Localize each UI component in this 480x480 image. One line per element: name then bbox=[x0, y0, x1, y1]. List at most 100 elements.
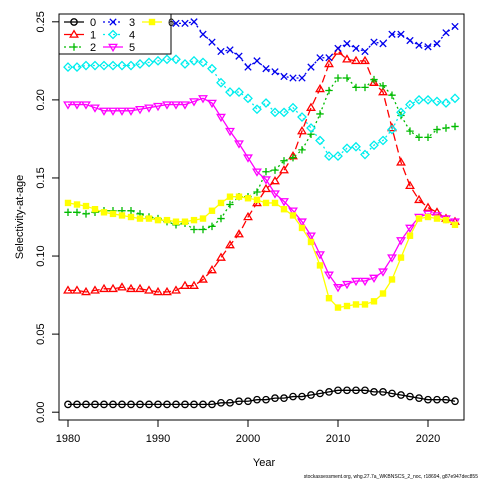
series-5-point bbox=[63, 101, 73, 110]
x-tick-label: 2000 bbox=[236, 433, 260, 445]
series-2-point bbox=[361, 83, 369, 92]
series-5-point bbox=[216, 113, 226, 123]
legend-item-0: 0 bbox=[64, 17, 96, 29]
series-6-point bbox=[172, 218, 180, 225]
series-0-point bbox=[298, 392, 306, 401]
legend-label: 4 bbox=[129, 30, 135, 42]
series-4-point bbox=[162, 54, 172, 65]
series-5-point bbox=[144, 104, 154, 113]
series-5-point bbox=[90, 104, 100, 113]
series-layer bbox=[63, 14, 460, 409]
series-4-point bbox=[126, 60, 136, 71]
x-axis-title: Year bbox=[253, 457, 276, 469]
series-2-point bbox=[190, 225, 198, 234]
legend-label: 5 bbox=[129, 42, 135, 54]
series-0-point bbox=[253, 395, 261, 404]
series-5-point bbox=[72, 101, 82, 110]
series-1-point bbox=[234, 229, 244, 238]
series-1-point bbox=[162, 286, 172, 296]
series-0-point bbox=[451, 397, 459, 406]
series-5-point bbox=[351, 277, 361, 287]
series-5-point bbox=[288, 207, 298, 216]
series-6-point bbox=[244, 195, 252, 202]
series-0-point bbox=[379, 388, 387, 396]
series-6-point bbox=[415, 215, 423, 222]
series-5-point bbox=[324, 271, 334, 280]
series-0-point bbox=[352, 386, 360, 395]
series-2-point bbox=[316, 110, 324, 118]
series-6-point bbox=[406, 232, 414, 239]
series-3-point bbox=[451, 22, 459, 31]
series-1-point bbox=[153, 286, 163, 296]
series-0-point bbox=[226, 398, 234, 407]
series-4-point bbox=[252, 104, 262, 115]
series-4-point bbox=[180, 59, 190, 69]
series-4-point bbox=[81, 60, 91, 71]
series-0-point bbox=[100, 400, 108, 409]
x-tick-label: 2020 bbox=[416, 433, 440, 445]
series-1-point bbox=[99, 283, 109, 293]
series-6-point bbox=[145, 215, 153, 222]
series-4-point bbox=[189, 55, 199, 66]
series-1-point bbox=[360, 55, 370, 65]
series-1-point bbox=[369, 77, 379, 86]
series-4-point bbox=[144, 57, 154, 68]
series-4-point bbox=[99, 60, 109, 71]
series-0-point bbox=[82, 400, 90, 409]
series-6-point bbox=[433, 215, 441, 222]
series-0-point bbox=[109, 400, 117, 409]
series-4-point bbox=[423, 94, 433, 105]
series-3-point bbox=[289, 74, 297, 82]
series-6-point bbox=[109, 210, 117, 218]
series-1-point bbox=[243, 211, 253, 221]
series-1-point bbox=[144, 285, 154, 294]
x-tick-label: 1990 bbox=[146, 433, 170, 445]
series-5 bbox=[63, 95, 460, 293]
series-4-point bbox=[225, 87, 235, 97]
legend: 012 345 6 bbox=[58, 13, 174, 55]
series-0-point bbox=[334, 386, 342, 395]
y-tick-label: 0.25 bbox=[35, 11, 47, 32]
series-6-point bbox=[208, 207, 216, 214]
legend-item-2: 2 bbox=[64, 42, 96, 54]
series-3-point bbox=[361, 47, 369, 56]
series-0-point bbox=[91, 400, 99, 409]
series-1-point bbox=[216, 252, 226, 261]
series-4-point bbox=[279, 107, 289, 118]
series-5-point bbox=[405, 224, 415, 234]
series-5-point bbox=[261, 176, 271, 185]
series-0-point bbox=[397, 391, 405, 399]
series-0-point bbox=[181, 400, 189, 409]
series-1-point bbox=[135, 283, 145, 293]
series-3-point bbox=[307, 63, 315, 71]
series-6-point bbox=[307, 238, 315, 246]
series-5-point bbox=[180, 101, 190, 110]
series-5-point bbox=[315, 251, 325, 260]
series-0-point bbox=[145, 400, 153, 409]
series-1-point bbox=[342, 54, 352, 63]
series-3-point bbox=[334, 44, 342, 53]
y-tick-label: 0.05 bbox=[35, 323, 47, 344]
legend-label: 6 bbox=[168, 17, 174, 29]
series-5-point bbox=[207, 99, 217, 109]
series-6-point bbox=[217, 199, 225, 207]
series-3-point bbox=[217, 47, 225, 56]
y-tick-label: 0.20 bbox=[35, 89, 47, 110]
legend-label: 1 bbox=[90, 30, 96, 42]
series-5-point bbox=[234, 140, 244, 149]
series-1-point bbox=[279, 165, 289, 174]
series-1-point bbox=[324, 58, 334, 68]
legend-item-3: 3 bbox=[103, 17, 135, 29]
series-6-point bbox=[253, 196, 261, 204]
series-0-point bbox=[154, 400, 162, 409]
series-2-point bbox=[388, 91, 396, 99]
series-0-point bbox=[127, 400, 135, 409]
series-6-point bbox=[379, 290, 387, 297]
series-3-point bbox=[316, 54, 324, 62]
series-4 bbox=[63, 54, 460, 162]
series-6 bbox=[64, 193, 459, 311]
series-5-point bbox=[360, 277, 370, 287]
series-3-point bbox=[172, 19, 180, 28]
